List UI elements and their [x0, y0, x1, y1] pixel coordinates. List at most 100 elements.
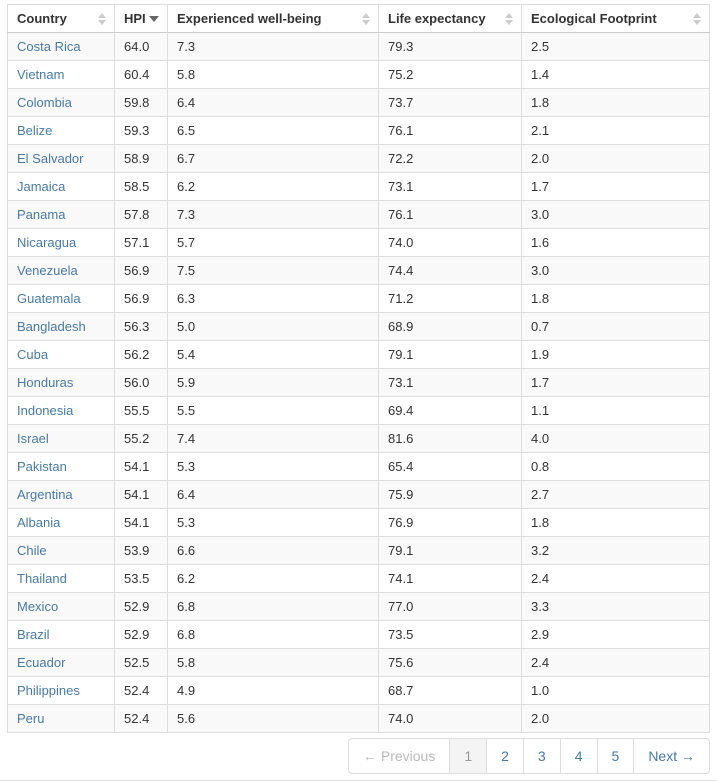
hpi-cell: 56.2 — [114, 340, 168, 369]
wellbeing-cell: 6.2 — [167, 564, 379, 593]
pagination-next-link[interactable]: Next → — [633, 738, 710, 774]
table-row: Indonesia 55.5 5.5 69.4 1.1 — [7, 396, 710, 425]
sort-both-icon — [98, 12, 106, 25]
pagination-page-link[interactable]: 3 — [522, 738, 561, 774]
wellbeing-cell: 5.7 — [167, 228, 379, 257]
footprint-cell: 0.8 — [521, 452, 710, 481]
pagination-bar: ← Previous 1 2 3 4 5 Next → — [7, 738, 710, 774]
life-expectancy-cell: 72.2 — [378, 144, 522, 173]
pagination-page-link[interactable]: 4 — [559, 738, 598, 774]
country-link[interactable]: Thailand — [17, 571, 67, 586]
country-link[interactable]: Colombia — [17, 95, 72, 110]
country-link[interactable]: Brazil — [17, 627, 50, 642]
pagination-page-3[interactable]: 3 — [522, 738, 561, 774]
country-link[interactable]: Philippines — [17, 683, 80, 698]
life-expectancy-cell: 73.1 — [378, 172, 522, 201]
table-row: Peru 52.4 5.6 74.0 2.0 — [7, 704, 710, 733]
life-expectancy-cell: 75.6 — [378, 648, 522, 677]
wellbeing-cell: 7.3 — [167, 32, 379, 61]
life-expectancy-cell: 74.4 — [378, 256, 522, 285]
country-link[interactable]: Cuba — [17, 347, 49, 362]
country-link[interactable]: Indonesia — [17, 403, 74, 418]
wellbeing-cell: 7.4 — [167, 424, 379, 453]
column-header-label: Country — [17, 11, 67, 26]
life-expectancy-cell: 75.2 — [378, 60, 522, 89]
country-link[interactable]: Mexico — [17, 599, 59, 614]
table-row: Cuba 56.2 5.4 79.1 1.9 — [7, 340, 710, 369]
wellbeing-cell: 6.7 — [167, 144, 379, 173]
country-link[interactable]: Nicaragua — [17, 235, 77, 250]
pagination: ← Previous 1 2 3 4 5 Next → — [347, 738, 710, 774]
country-link[interactable]: Chile — [17, 543, 47, 558]
country-link[interactable]: Pakistan — [17, 459, 67, 474]
life-expectancy-cell: 73.1 — [378, 368, 522, 397]
country-link[interactable]: Peru — [17, 711, 45, 726]
life-expectancy-cell: 76.9 — [378, 508, 522, 537]
hpi-cell: 54.1 — [114, 480, 168, 509]
wellbeing-cell: 5.4 — [167, 340, 379, 369]
column-header-hpi[interactable]: HPI — [114, 4, 168, 33]
footprint-cell: 1.8 — [521, 284, 710, 313]
footprint-cell: 1.8 — [521, 508, 710, 537]
table-body: Costa Rica 64.0 7.3 79.3 2.5 Vietnam 60.… — [7, 32, 710, 733]
pagination-page-link[interactable]: 2 — [486, 738, 524, 774]
life-expectancy-cell: 68.7 — [378, 676, 522, 705]
wellbeing-cell: 6.2 — [167, 172, 379, 201]
pagination-page-1[interactable]: 1 — [449, 738, 488, 774]
country-link[interactable]: Albania — [17, 515, 61, 530]
column-header-country[interactable]: Country — [7, 4, 115, 33]
table-row: Guatemala 56.9 6.3 71.2 1.8 — [7, 284, 710, 313]
country-link[interactable]: Venezuela — [17, 263, 78, 278]
hpi-cell: 57.1 — [114, 228, 168, 257]
footprint-cell: 2.7 — [521, 480, 710, 509]
country-link[interactable]: Ecuador — [17, 655, 66, 670]
country-link[interactable]: El Salvador — [17, 151, 84, 166]
footprint-cell: 2.5 — [521, 32, 710, 61]
country-link[interactable]: Honduras — [17, 375, 74, 390]
table-row: Honduras 56.0 5.9 73.1 1.7 — [7, 368, 710, 397]
life-expectancy-cell: 69.4 — [378, 396, 522, 425]
table-row: Brazil 52.9 6.8 73.5 2.9 — [7, 620, 710, 649]
country-link[interactable]: Panama — [17, 207, 66, 222]
table-row: Israel 55.2 7.4 81.6 4.0 — [7, 424, 710, 453]
pagination-next[interactable]: Next → — [633, 738, 710, 774]
footprint-cell: 4.0 — [521, 424, 710, 453]
pagination-page-5[interactable]: 5 — [596, 738, 635, 774]
pagination-previous[interactable]: ← Previous — [347, 738, 451, 774]
life-expectancy-cell: 76.1 — [378, 116, 522, 145]
footprint-cell: 1.7 — [521, 172, 710, 201]
wellbeing-cell: 7.3 — [167, 200, 379, 229]
country-link[interactable]: Vietnam — [17, 67, 65, 82]
country-link[interactable]: Bangladesh — [17, 319, 86, 334]
pagination-page-link[interactable]: 1 — [449, 738, 488, 774]
footprint-cell: 1.9 — [521, 340, 710, 369]
pagination-page-link[interactable]: 5 — [596, 738, 635, 774]
country-link[interactable]: Guatemala — [17, 291, 81, 306]
table-row: Venezuela 56.9 7.5 74.4 3.0 — [7, 256, 710, 285]
column-header-ecological-footprint[interactable]: Ecological Footprint — [521, 4, 710, 33]
pagination-page-4[interactable]: 4 — [559, 738, 598, 774]
country-link[interactable]: Belize — [17, 123, 53, 138]
wellbeing-cell: 5.3 — [167, 452, 379, 481]
wellbeing-cell: 5.9 — [167, 368, 379, 397]
footprint-cell: 2.9 — [521, 620, 710, 649]
wellbeing-cell: 5.8 — [167, 60, 379, 89]
table-row: Chile 53.9 6.6 79.1 3.2 — [7, 536, 710, 565]
footprint-cell: 1.4 — [521, 60, 710, 89]
footprint-cell: 3.2 — [521, 536, 710, 565]
footprint-cell: 2.4 — [521, 564, 710, 593]
wellbeing-cell: 6.8 — [167, 620, 379, 649]
hpi-cell: 56.9 — [114, 256, 168, 285]
hpi-cell: 59.3 — [114, 116, 168, 145]
column-header-life-expectancy[interactable]: Life expectancy — [378, 4, 522, 33]
wellbeing-cell: 6.6 — [167, 536, 379, 565]
table-row: Costa Rica 64.0 7.3 79.3 2.5 — [7, 32, 710, 61]
country-link[interactable]: Jamaica — [17, 179, 66, 194]
column-header-wellbeing[interactable]: Experienced well-being — [167, 4, 379, 33]
pagination-page-2[interactable]: 2 — [486, 738, 524, 774]
country-link[interactable]: Argentina — [17, 487, 73, 502]
wellbeing-cell: 6.4 — [167, 480, 379, 509]
country-link[interactable]: Israel — [17, 431, 49, 446]
country-link[interactable]: Costa Rica — [17, 39, 81, 54]
pagination-previous-link[interactable]: ← Previous — [347, 738, 451, 774]
